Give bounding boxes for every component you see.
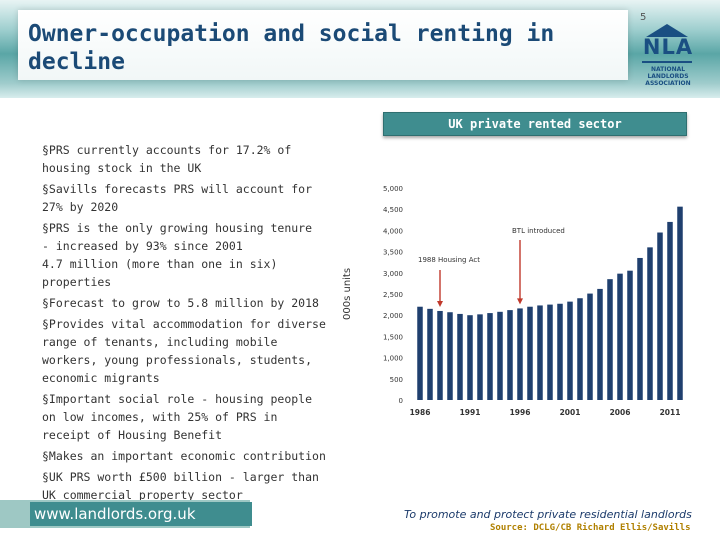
bar-1992 [477, 314, 483, 400]
bar-1986 [417, 306, 423, 400]
bar-2004 [597, 288, 603, 400]
x-tick-label: 1991 [460, 408, 481, 417]
slide-title: Owner-occupation and social renting in d… [28, 21, 555, 75]
bar-2007 [627, 270, 633, 400]
bar-2006 [617, 273, 623, 400]
y-tick-label: 2,000 [383, 312, 403, 320]
chart-ylabel: 000s units [342, 267, 353, 320]
x-tick-label: 1996 [510, 408, 531, 417]
bar-1988 [437, 310, 443, 400]
section-header: UK private rented sector [383, 112, 687, 136]
title-box [18, 10, 628, 80]
y-tick-label: 1,000 [383, 355, 403, 363]
bar-1994 [497, 311, 503, 400]
y-tick-label: 3,000 [383, 270, 403, 278]
y-tick-label: 2,500 [383, 291, 403, 299]
bar-1995 [507, 310, 513, 400]
bar-1991 [467, 315, 473, 400]
bullet-item: §Provides vital accommodation for divers… [42, 317, 326, 385]
annotation-arrow [517, 240, 523, 305]
logo-acronym: NLA [642, 35, 694, 59]
bar-1998 [537, 305, 543, 400]
annotation-arrow [437, 270, 443, 307]
bar-2002 [577, 298, 583, 400]
bullet-item: §PRS currently accounts for 17.2% of hou… [42, 143, 292, 175]
bar-chart: 0 500 1,000 1,500 2,000 2,500 3,000 3,500 4,000 4… [383, 185, 683, 417]
bar-2000 [557, 303, 563, 400]
y-tick-label: 500 [390, 376, 403, 384]
bar-1987 [427, 308, 433, 400]
bar-2009 [647, 247, 653, 400]
house-roof-icon [646, 24, 688, 37]
bar-2005 [607, 279, 613, 400]
x-tick-label: 2001 [560, 408, 581, 417]
bullet-item: §Forecast to grow to 5.8 million by 2018 [42, 296, 319, 310]
footer-source: Source: DCLG/CB Richard Ellis/Savills [490, 523, 691, 533]
y-tick-label: 5,000 [383, 185, 403, 193]
bar-2012 [677, 206, 683, 400]
bullet-list: §PRS currently accounts for 17.2% of hou… [42, 141, 332, 507]
bullet-item: §Savills forecasts PRS will account for … [42, 182, 313, 214]
bar-1996 [517, 308, 523, 400]
x-tick-label: 2006 [610, 408, 631, 417]
logo-line-2: LANDLORDS [647, 73, 689, 80]
bar-2003 [587, 293, 593, 400]
y-tick-label: 4,500 [383, 206, 403, 214]
page-number: 5 [640, 12, 647, 23]
logo-line-3: ASSOCIATION [645, 80, 691, 87]
logo-line-1: NATIONAL [650, 66, 686, 73]
bullet-item: §Important social role - housing people … [42, 392, 313, 442]
bar-2008 [637, 257, 643, 400]
annotation-btl: BTL introduced [512, 227, 565, 235]
annotation-housing-act: 1988 Housing Act [418, 256, 480, 264]
x-tick-label: 2011 [660, 408, 681, 417]
bar-2001 [567, 301, 573, 400]
logo-divider [642, 61, 692, 63]
bar-2010 [657, 232, 663, 400]
footer-url[interactable]: www.landlords.org.uk [30, 502, 252, 526]
footer-tagline: To promote and protect private residenti… [404, 508, 692, 521]
bar-1993 [487, 313, 493, 400]
bar-1989 [447, 312, 453, 400]
y-tick-label: 0 [399, 397, 403, 405]
bar-1999 [547, 304, 553, 400]
y-tick-label: 3,500 [383, 249, 403, 257]
bar-1990 [457, 313, 463, 400]
y-tick-label: 4,000 [383, 227, 403, 235]
bullet-item: §Makes an important economic contributio… [42, 449, 326, 463]
nla-logo: NLA NATIONAL LANDLORDS ASSOCIATION [638, 24, 696, 88]
y-tick-label: 1,500 [383, 333, 403, 341]
bar-1997 [527, 306, 533, 400]
bullet-item: §PRS is the only growing housing tenure … [42, 221, 313, 289]
x-tick-label: 1986 [410, 408, 431, 417]
bullet-item: §UK PRS worth £500 billion - larger than… [42, 470, 319, 502]
bar-2011 [667, 221, 673, 400]
